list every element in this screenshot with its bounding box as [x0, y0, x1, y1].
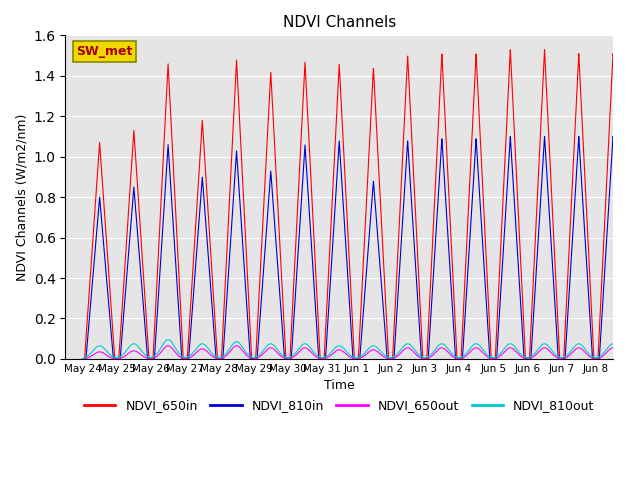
Legend: NDVI_650in, NDVI_810in, NDVI_650out, NDVI_810out: NDVI_650in, NDVI_810in, NDVI_650out, NDV… — [79, 395, 599, 418]
Text: SW_met: SW_met — [76, 45, 132, 58]
Title: NDVI Channels: NDVI Channels — [283, 15, 396, 30]
Y-axis label: NDVI Channels (W/m2/nm): NDVI Channels (W/m2/nm) — [15, 113, 28, 281]
X-axis label: Time: Time — [324, 379, 355, 392]
